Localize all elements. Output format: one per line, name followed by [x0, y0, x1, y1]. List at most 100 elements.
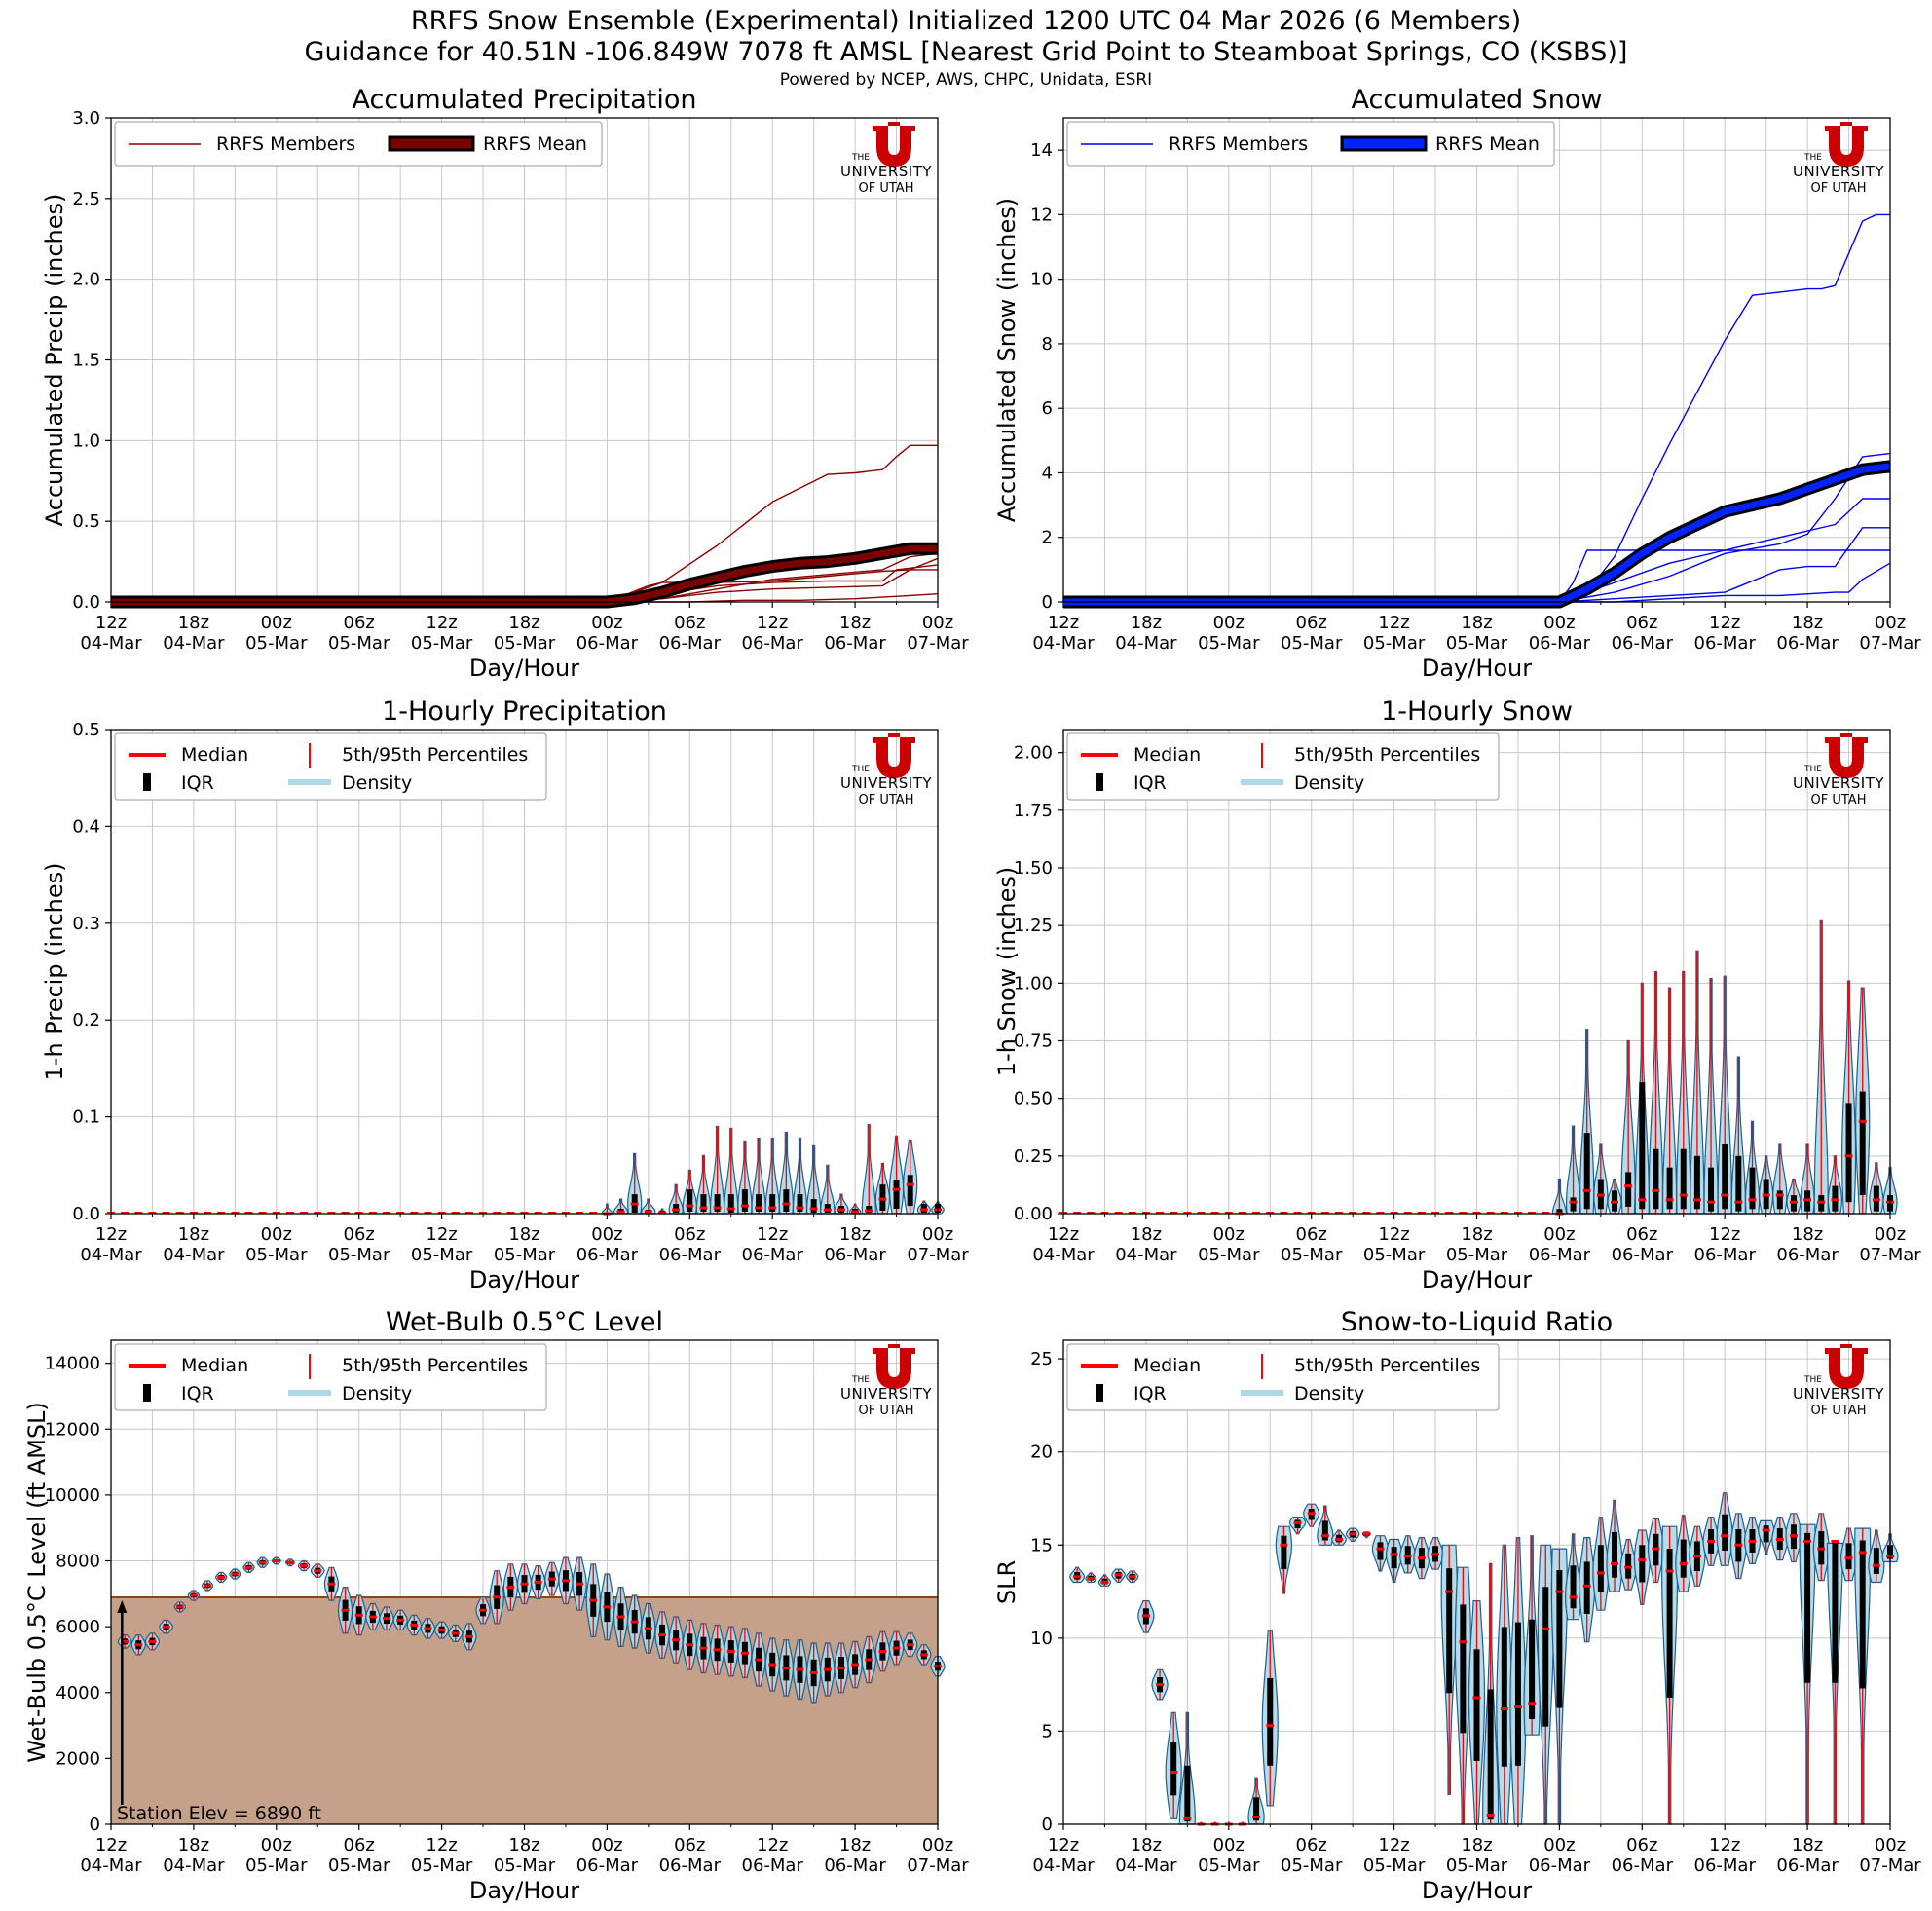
x-tick-label-hour: 00z	[922, 1835, 953, 1855]
legend-members-label: RRFS Members	[216, 133, 355, 155]
iqr-box	[1460, 1604, 1467, 1734]
y-tick-label: 0.2	[72, 1010, 100, 1030]
x-tick-label-date: 07-Mar	[1859, 1855, 1921, 1876]
x-tick-label-hour: 06z	[674, 1224, 705, 1245]
x-tick-label-date: 05-Mar	[245, 1855, 308, 1876]
iqr-box	[1281, 1535, 1287, 1570]
x-tick-label-date: 06-Mar	[576, 1855, 639, 1876]
x-tick-label-hour: 00z	[1213, 613, 1245, 633]
y-tick-label: 2	[1042, 528, 1053, 548]
iqr-box	[810, 1199, 817, 1214]
y-tick-label: 15	[1030, 1535, 1053, 1555]
x-tick-label-hour: 18z	[1792, 613, 1823, 633]
legend-iqr-swatch	[143, 1384, 151, 1402]
iqr-box	[1170, 1742, 1177, 1796]
x-tick-label-hour: 18z	[178, 1835, 209, 1855]
panel-hourly-precip: 12z04-Mar18z04-Mar00z05-Mar06z05-Mar12z0…	[41, 696, 969, 1293]
logo-block	[888, 122, 900, 126]
x-tick-label-hour: 00z	[261, 613, 292, 633]
logo-of-utah: OF UTAH	[859, 181, 914, 196]
x-tick-label-hour: 00z	[591, 613, 622, 633]
university-of-utah-u-icon	[873, 737, 915, 778]
x-tick-label-hour: 12z	[1709, 1835, 1740, 1855]
x-tick-label-hour: 12z	[426, 1835, 457, 1855]
x-tick-label-hour: 12z	[426, 1224, 457, 1245]
x-tick-label-date: 06-Mar	[1694, 1855, 1757, 1876]
legend-iqr-swatch	[143, 773, 151, 791]
x-tick-label-hour: 00z	[1543, 1835, 1575, 1855]
x-tick-label-date: 05-Mar	[411, 1245, 473, 1265]
y-tick-label: 1.50	[1014, 858, 1053, 879]
iqr-box	[1680, 1539, 1687, 1578]
logo-university: UNIVERSITY	[1793, 774, 1884, 792]
x-tick-label-hour: 18z	[1792, 1835, 1823, 1855]
x-tick-label-date: 06-Mar	[742, 1245, 804, 1265]
iqr-box	[1708, 1167, 1715, 1212]
iqr-box	[1267, 1677, 1274, 1766]
x-tick-label-hour: 00z	[1875, 613, 1906, 633]
x-tick-label-hour: 06z	[1296, 613, 1327, 633]
y-tick-label: 6	[1042, 398, 1053, 419]
iqr-box	[1680, 1148, 1687, 1210]
legend-density-label: Density	[1294, 1383, 1364, 1405]
iqr-box	[1391, 1547, 1397, 1569]
station-arrow-head	[117, 1600, 128, 1614]
y-tick-label: 8	[1042, 334, 1053, 355]
legend-members-label: RRFS Members	[1169, 133, 1308, 155]
legend-iqr-label: IQR	[1133, 1383, 1167, 1405]
x-tick-label-date: 07-Mar	[1859, 1245, 1921, 1265]
panel-title: Snow-to-Liquid Ratio	[1341, 1307, 1613, 1337]
x-tick-label-date: 04-Mar	[1115, 633, 1177, 654]
x-tick-label-date: 05-Mar	[245, 1245, 308, 1265]
y-tick-label: 5	[1042, 1721, 1053, 1742]
legend-mean-swatch	[388, 135, 475, 152]
y-axis-label: 1-h Snow (inches)	[993, 867, 1021, 1076]
legend-density-label: Density	[342, 772, 412, 794]
x-tick-label-hour: 18z	[178, 1224, 209, 1245]
x-tick-label-date: 04-Mar	[1115, 1245, 1177, 1265]
x-tick-label-date: 06-Mar	[1529, 633, 1591, 654]
university-of-utah-u-icon	[1825, 1348, 1868, 1389]
legend-box	[1066, 1343, 1500, 1411]
legend-median-label: Median	[1133, 744, 1201, 766]
iqr-box	[1597, 1545, 1604, 1592]
panel-accum-precip: 12z04-Mar18z04-Mar00z05-Mar06z05-Mar12z0…	[41, 85, 969, 682]
logo-the: THE	[1803, 1375, 1822, 1385]
x-tick-label-hour: 12z	[1048, 613, 1079, 633]
iqr-box	[1612, 1531, 1617, 1578]
iqr-box	[1570, 1565, 1577, 1609]
logo-the: THE	[1803, 765, 1822, 774]
legend-iqr-label: IQR	[181, 772, 214, 794]
axes-frame	[1062, 117, 1891, 603]
x-tick-label-hour: 18z	[508, 1224, 539, 1245]
x-tick-label-hour: 06z	[1626, 1224, 1657, 1245]
iqr-box	[1514, 1622, 1521, 1766]
x-tick-label-hour: 12z	[1378, 613, 1409, 633]
x-tick-label-date: 04-Mar	[163, 633, 225, 654]
iqr-box	[783, 1189, 790, 1213]
iqr-box	[1529, 1619, 1536, 1719]
logo-of-utah: OF UTAH	[859, 1404, 914, 1418]
x-tick-label-date: 06-Mar	[1612, 1855, 1674, 1876]
x-tick-label-hour: 06z	[344, 1224, 375, 1245]
legend-median-label: Median	[1133, 1355, 1201, 1376]
x-tick-label-date: 05-Mar	[1446, 1245, 1508, 1265]
logo-of-utah: OF UTAH	[1811, 793, 1867, 807]
iqr-box	[1501, 1627, 1507, 1767]
x-axis-label: Day/Hour	[1422, 1877, 1532, 1904]
logo-block	[888, 733, 900, 737]
x-tick-label-hour: 06z	[344, 1835, 375, 1855]
x-tick-label-hour: 12z	[1048, 1224, 1079, 1245]
panel-accum-snow: 12z04-Mar18z04-Mar00z05-Mar06z05-Mar12z0…	[993, 85, 1921, 682]
x-tick-label-date: 05-Mar	[1281, 633, 1343, 654]
x-axis-label: Day/Hour	[469, 655, 579, 682]
y-tick-label: 25	[1030, 1349, 1053, 1369]
y-tick-label: 0	[90, 1815, 100, 1835]
x-tick-label-date: 05-Mar	[1281, 1855, 1343, 1876]
x-tick-label-date: 06-Mar	[576, 1245, 639, 1265]
x-tick-label-date: 05-Mar	[328, 633, 390, 654]
x-tick-label-date: 06-Mar	[1694, 633, 1757, 654]
x-axis-label: Day/Hour	[469, 1266, 579, 1293]
iqr-box	[1859, 1540, 1866, 1689]
x-tick-label-date: 05-Mar	[494, 633, 556, 654]
